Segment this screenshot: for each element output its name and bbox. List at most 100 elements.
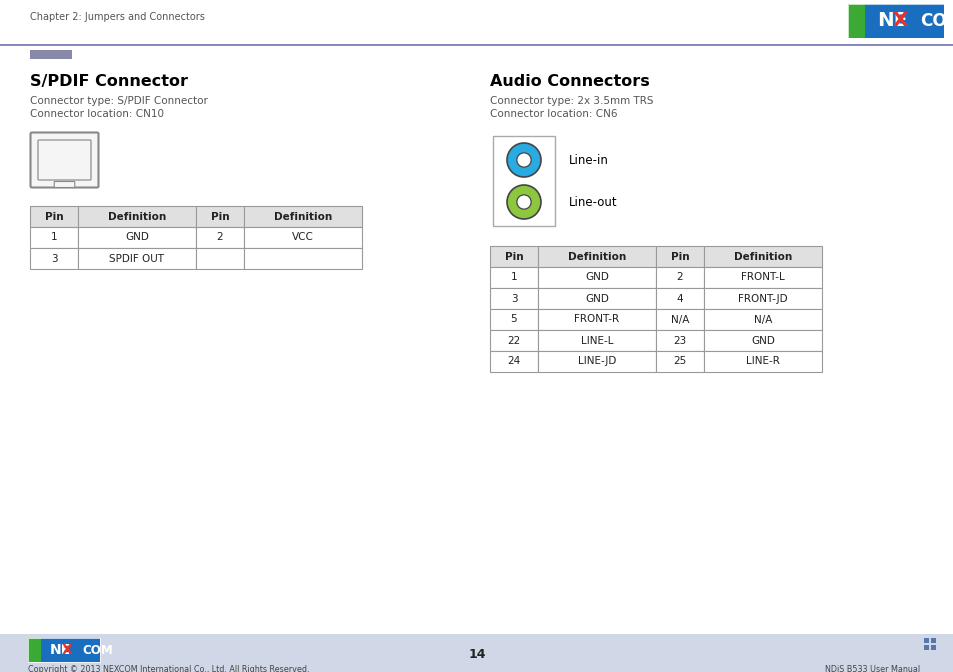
Text: LINE-L: LINE-L	[580, 335, 613, 345]
Text: Copyright © 2013 NEXCOM International Co., Ltd. All Rights Reserved.: Copyright © 2013 NEXCOM International Co…	[28, 665, 309, 672]
Text: 22: 22	[507, 335, 520, 345]
Text: Line-out: Line-out	[568, 196, 617, 208]
Text: Definition: Definition	[274, 212, 332, 222]
Text: GND: GND	[584, 294, 608, 304]
Text: Line-in: Line-in	[568, 153, 608, 167]
Text: N/A: N/A	[753, 314, 771, 325]
Bar	[30, 206, 78, 227]
Bar	[0, 44, 953, 46]
Bar	[537, 330, 656, 351]
Circle shape	[506, 143, 540, 177]
Text: GND: GND	[750, 335, 774, 345]
Bar	[537, 351, 656, 372]
Text: Connector location: CN10: Connector location: CN10	[30, 109, 164, 119]
Text: COM: COM	[82, 644, 112, 657]
Text: Pin: Pin	[45, 212, 63, 222]
Bar	[195, 227, 244, 248]
Text: Pin: Pin	[670, 251, 689, 261]
Bar	[30, 50, 71, 59]
Bar	[537, 267, 656, 288]
Bar	[703, 351, 821, 372]
Bar	[656, 267, 703, 288]
Text: X: X	[891, 11, 906, 30]
Text: VCC: VCC	[292, 233, 314, 243]
Text: 5: 5	[510, 314, 517, 325]
Bar	[244, 227, 361, 248]
Text: Definition: Definition	[733, 251, 791, 261]
Bar	[703, 330, 821, 351]
Text: 25: 25	[673, 357, 686, 366]
Text: Connector type: 2x 3.5mm TRS: Connector type: 2x 3.5mm TRS	[490, 96, 653, 106]
Text: FRONT-L: FRONT-L	[740, 273, 784, 282]
Bar	[537, 246, 656, 267]
Text: Pin: Pin	[211, 212, 229, 222]
Bar	[490, 309, 537, 330]
Text: LINE-JD: LINE-JD	[578, 357, 616, 366]
Text: 14: 14	[468, 648, 485, 661]
Circle shape	[506, 185, 540, 219]
Text: Definition: Definition	[567, 251, 625, 261]
Bar	[656, 309, 703, 330]
Bar	[537, 309, 656, 330]
Bar	[493, 136, 555, 226]
Text: FRONT-JD: FRONT-JD	[738, 294, 787, 304]
Bar	[537, 288, 656, 309]
Text: 24: 24	[507, 357, 520, 366]
Bar	[923, 645, 928, 650]
Text: N/A: N/A	[670, 314, 688, 325]
Bar	[78, 248, 195, 269]
Text: GND: GND	[584, 273, 608, 282]
Text: COM: COM	[920, 12, 953, 30]
Bar	[847, 4, 943, 38]
Text: LINE-R: LINE-R	[745, 357, 780, 366]
Text: Connector type: S/PDIF Connector: Connector type: S/PDIF Connector	[30, 96, 208, 106]
Bar	[0, 634, 953, 672]
Text: Definition: Definition	[108, 212, 166, 222]
Bar	[923, 638, 928, 643]
Bar	[703, 288, 821, 309]
Bar	[28, 638, 100, 662]
Bar	[195, 206, 244, 227]
Bar	[30, 227, 78, 248]
Text: FRONT-R: FRONT-R	[574, 314, 618, 325]
Text: S/PDIF Connector: S/PDIF Connector	[30, 74, 188, 89]
Text: 2: 2	[676, 273, 682, 282]
Text: 1: 1	[51, 233, 57, 243]
Bar	[930, 638, 935, 643]
Bar	[30, 248, 78, 269]
Text: 4: 4	[676, 294, 682, 304]
Bar	[656, 330, 703, 351]
Circle shape	[517, 153, 531, 167]
Bar	[244, 206, 361, 227]
Circle shape	[517, 195, 531, 209]
Text: Audio Connectors: Audio Connectors	[490, 74, 649, 89]
Text: Chapter 2: Jumpers and Connectors: Chapter 2: Jumpers and Connectors	[30, 12, 205, 22]
Bar	[41, 638, 100, 662]
Text: 3: 3	[510, 294, 517, 304]
Text: NE: NE	[50, 643, 71, 657]
Bar	[656, 288, 703, 309]
Text: 23: 23	[673, 335, 686, 345]
Text: SPDIF OUT: SPDIF OUT	[110, 253, 164, 263]
Bar	[930, 645, 935, 650]
Text: Connector location: CN6: Connector location: CN6	[490, 109, 617, 119]
Text: NE: NE	[876, 11, 906, 30]
Bar	[28, 638, 41, 662]
Bar	[78, 206, 195, 227]
Bar	[490, 351, 537, 372]
Bar	[0, 0, 953, 44]
Bar	[703, 309, 821, 330]
Text: 2: 2	[216, 233, 223, 243]
Text: X: X	[62, 643, 72, 657]
Text: 1: 1	[510, 273, 517, 282]
Bar	[490, 246, 537, 267]
Bar	[195, 248, 244, 269]
Bar	[78, 227, 195, 248]
FancyBboxPatch shape	[54, 181, 74, 187]
Bar	[703, 267, 821, 288]
Text: Pin: Pin	[504, 251, 523, 261]
Bar	[656, 246, 703, 267]
Bar	[244, 248, 361, 269]
Bar	[490, 288, 537, 309]
Bar	[864, 4, 943, 38]
